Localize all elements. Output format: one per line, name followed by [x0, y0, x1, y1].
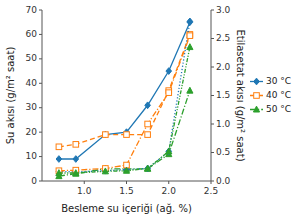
legend-label: 40 °C [266, 90, 291, 100]
point [73, 170, 79, 176]
point [166, 90, 172, 96]
y2-tick-label: 0.0 [216, 176, 231, 186]
y-tick [39, 156, 42, 157]
x-tick [84, 181, 85, 184]
y-tick [39, 132, 42, 133]
x-axis-label: Besleme su içeriği (ağ. %) [61, 203, 192, 214]
series [56, 19, 193, 163]
point [56, 168, 62, 175]
y-tick-label: 60 [26, 29, 38, 39]
y-tick [39, 10, 42, 11]
series-line [59, 36, 190, 171]
y2-tick-label: 3.0 [216, 5, 231, 15]
y-tick [39, 83, 42, 84]
y-axis-line [42, 10, 43, 181]
legend-item: 50 °C [250, 104, 291, 114]
point [103, 132, 109, 138]
y2-tick [211, 38, 214, 39]
series [56, 44, 193, 176]
legend: 30 °C 40 °C 50 °C [250, 76, 291, 114]
legend-label: 50 °C [266, 104, 291, 114]
point [145, 165, 151, 171]
legend-marker [254, 78, 260, 85]
y2-tick-label: 1.0 [216, 119, 231, 129]
series [56, 33, 193, 174]
point [56, 170, 62, 176]
point [166, 148, 172, 155]
y-tick-label: 30 [26, 102, 38, 112]
y-tick-label: 0 [31, 176, 37, 186]
x-tick [168, 181, 169, 184]
x-tick-label: 1.5 [119, 186, 133, 196]
y-tick-label: 20 [26, 127, 38, 137]
y-tick [39, 107, 42, 108]
point [166, 68, 172, 75]
point [124, 132, 130, 138]
y-tick [39, 58, 42, 59]
point [187, 33, 193, 39]
y2-axis-label: Etilasetat akısı (g/m² saat) [235, 29, 246, 161]
series [56, 18, 193, 175]
series-line [59, 34, 190, 146]
point [103, 131, 109, 138]
y2-tick [211, 95, 214, 96]
y2-tick-label: 0.5 [216, 147, 230, 157]
point [187, 87, 193, 93]
point [56, 144, 62, 150]
y2-tick [211, 10, 214, 11]
legend-label: 30 °C [266, 76, 291, 86]
point [73, 142, 79, 148]
y-tick [39, 181, 42, 182]
series-line [59, 21, 190, 171]
x-tick-label: 1.0 [77, 186, 92, 196]
point [102, 168, 108, 174]
point [145, 132, 151, 138]
y-tick-label: 50 [26, 53, 38, 63]
legend-marker [254, 93, 260, 99]
y-tick [39, 34, 42, 35]
point [145, 165, 151, 171]
y-tick-label: 40 [26, 78, 38, 88]
x-tick-label: 2.5 [204, 186, 218, 196]
legend-item: 30 °C [250, 76, 291, 86]
point [145, 121, 151, 127]
y2-tick-label: 1.5 [216, 90, 230, 100]
y2-tick-label: 2.0 [216, 62, 231, 72]
point [187, 19, 193, 26]
point [145, 165, 151, 172]
y2-tick [211, 181, 214, 182]
y-tick-label: 70 [26, 5, 38, 15]
plot-area [56, 18, 193, 179]
legend-item: 40 °C [250, 90, 291, 100]
y2-tick [211, 67, 214, 68]
y-axis-label: Su akısı (g/m² saat) [5, 47, 16, 145]
chart: 1.0 1.5 2.0 2.5 0 10 20 30 40 50 60 70 0.0 0.5 1.0 1.5 2… [0, 0, 293, 217]
point [166, 148, 172, 154]
point [123, 167, 129, 173]
point [187, 44, 193, 50]
point [73, 156, 79, 163]
point [145, 102, 151, 109]
y-tick-label: 10 [26, 151, 38, 161]
series-line [59, 47, 190, 173]
legend-marker [253, 106, 259, 112]
point [56, 156, 62, 163]
y2-tick [211, 152, 214, 153]
y2-tick-label: 2.5 [216, 33, 230, 43]
x-tick [126, 181, 127, 184]
point [187, 18, 193, 25]
y2-tick [211, 124, 214, 125]
series-line [59, 91, 190, 177]
x-tick-label: 2.0 [162, 186, 177, 196]
series [56, 32, 193, 150]
